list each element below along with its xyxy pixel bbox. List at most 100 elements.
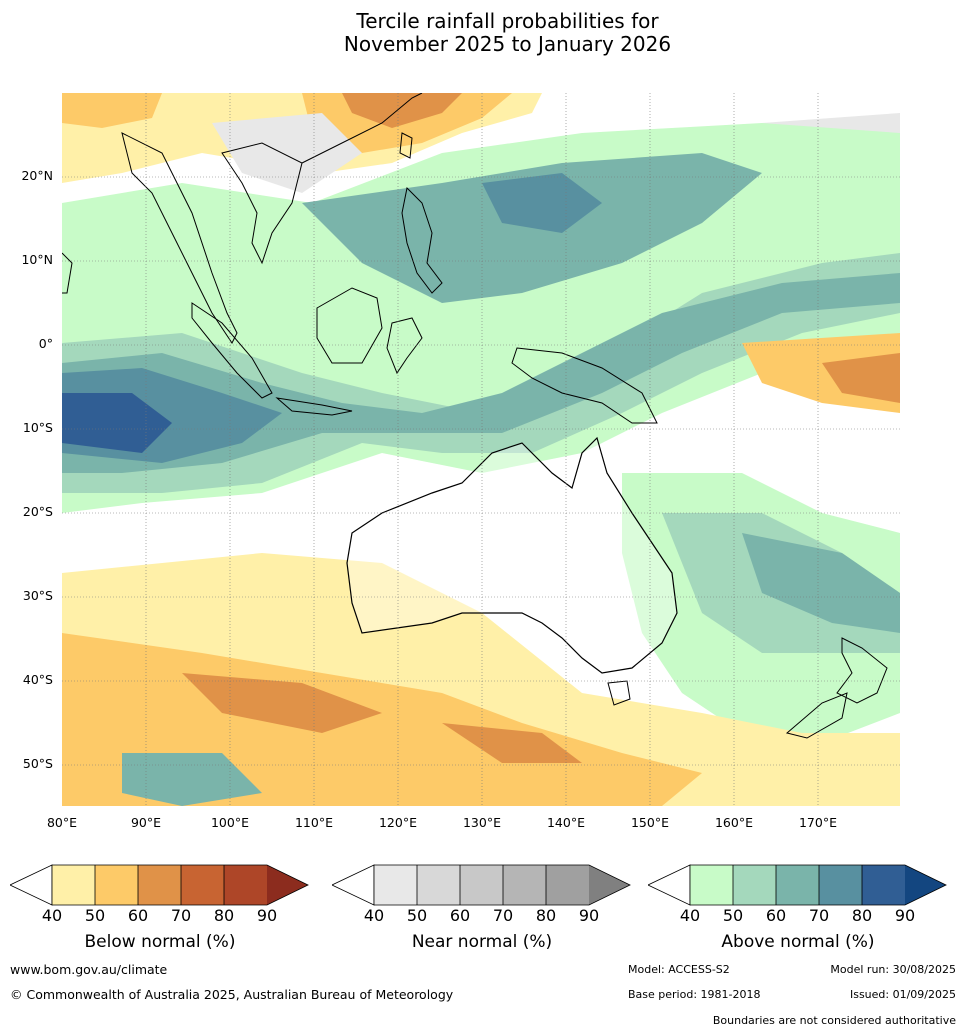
tasmania-coastline (607, 680, 631, 706)
new-guinea-coastline (511, 347, 658, 424)
lat-label: 20°S (22, 504, 53, 519)
footer-model: Model: ACCESS-S2 (628, 963, 730, 976)
above-normal-region (482, 173, 602, 233)
cbar-tick: 60 (765, 906, 787, 925)
cbar-tick: 50 (84, 906, 106, 925)
above-normal-region (742, 533, 900, 633)
below-normal-title: Below normal (%) (84, 932, 236, 952)
below-normal-colorbar (10, 864, 309, 906)
cbar-swatch (138, 865, 181, 905)
lat-label: 30°S (22, 588, 53, 603)
mainland-coastline (221, 142, 303, 265)
cbar-swatch (819, 865, 862, 905)
lon-label: 160°E (714, 815, 753, 830)
below-normal-region (62, 93, 162, 128)
above-normal-region (62, 273, 900, 473)
footer-model-run: Model run: 30/08/2025 (830, 963, 956, 976)
below-normal-region (182, 673, 382, 733)
cbar-max-arrow (589, 865, 630, 905)
cbar-tick: 90 (256, 906, 278, 925)
india-coastline (62, 252, 73, 294)
lat-label: 10°S (22, 420, 53, 435)
footer-disclaimer: Boundaries are not considered authoritat… (712, 1014, 956, 1027)
lon-label: 170°E (798, 815, 837, 830)
cbar-tick: 50 (722, 906, 744, 925)
cbar-swatch (224, 865, 267, 905)
cbar-swatch (862, 865, 905, 905)
map-title: Tercile rainfall probabilities for Novem… (0, 10, 965, 56)
below-normal-region (342, 93, 462, 128)
lon-label: 80°E (46, 815, 78, 830)
footer-url[interactable]: www.bom.gov.au/climate (10, 962, 168, 977)
cbar-outline (373, 864, 631, 906)
lon-label: 120°E (378, 815, 417, 830)
lat-label: 0° (38, 336, 53, 351)
cbar-swatch (95, 865, 138, 905)
cbar-min-arrow (10, 864, 53, 906)
cbar-tick: 90 (578, 906, 600, 925)
lat-label: 50°S (22, 756, 53, 771)
near-normal-title: Near normal (%) (411, 932, 553, 952)
cbar-tick: 70 (170, 906, 192, 925)
java-coastline (275, 397, 353, 416)
below-normal-region (442, 723, 582, 763)
philippines-coastline (401, 186, 443, 294)
lon-label: 150°E (630, 815, 669, 830)
cbar-tick: 40 (679, 906, 701, 925)
cbar-swatch (460, 865, 503, 905)
lon-label: 90°E (130, 815, 162, 830)
cbar-swatch (546, 865, 589, 905)
lon-label: 110°E (294, 815, 333, 830)
cbar-swatch (181, 865, 224, 905)
cbar-min-arrow (332, 864, 375, 906)
taiwan-coastline (399, 132, 413, 159)
near-normal-colorbar (332, 864, 631, 906)
map-svg (62, 93, 900, 806)
lon-label: 140°E (546, 815, 585, 830)
borneo-coastline (316, 287, 383, 364)
lat-label: 40°S (22, 672, 53, 687)
cbar-outline (51, 864, 309, 906)
cbar-tick: 60 (449, 906, 471, 925)
cbar-swatch (776, 865, 819, 905)
cbar-tick: 40 (41, 906, 63, 925)
cbar-swatch (417, 865, 460, 905)
cbar-tick: 60 (127, 906, 149, 925)
cbar-tick: 70 (492, 906, 514, 925)
cbar-swatch (52, 865, 95, 905)
cbar-swatch (503, 865, 546, 905)
sulawesi-coastline (386, 317, 423, 375)
cbar-max-arrow (905, 865, 946, 905)
lat-label: 10°N (21, 252, 53, 267)
new-zealand-coastline (836, 637, 888, 704)
cbar-swatch (374, 865, 417, 905)
footer-issued: Issued: 01/09/2025 (849, 988, 956, 1001)
cbar-min-arrow (648, 864, 691, 906)
footer-copyright: © Commonwealth of Australia 2025, Austra… (10, 987, 454, 1002)
cbar-tick: 80 (213, 906, 235, 925)
graticule (62, 93, 900, 806)
cbar-tick: 50 (406, 906, 428, 925)
mainland-coastline (121, 132, 238, 344)
cbar-tick: 90 (894, 906, 916, 925)
lat-label: 20°N (21, 168, 53, 183)
cbar-tick: 40 (363, 906, 385, 925)
cbar-outline (689, 864, 947, 906)
china-coastline (301, 93, 423, 164)
cbar-max-arrow (267, 865, 308, 905)
cbar-swatch (733, 865, 776, 905)
probability-map (62, 93, 900, 806)
above-normal-region (62, 393, 172, 453)
above-normal-region (122, 753, 262, 806)
near-normal-region (212, 113, 362, 193)
below-normal-region (822, 353, 900, 403)
title-line-2: November 2025 to January 2026 (343, 32, 672, 56)
above-normal-title: Above normal (%) (721, 932, 875, 952)
cbar-swatch (690, 865, 733, 905)
cbar-tick: 80 (535, 906, 557, 925)
australia-coastline (346, 436, 678, 674)
above-normal-colorbar (648, 864, 947, 906)
lon-label: 100°E (210, 815, 249, 830)
sumatra-coastline (191, 302, 273, 399)
new-zealand-coastline (785, 692, 848, 739)
